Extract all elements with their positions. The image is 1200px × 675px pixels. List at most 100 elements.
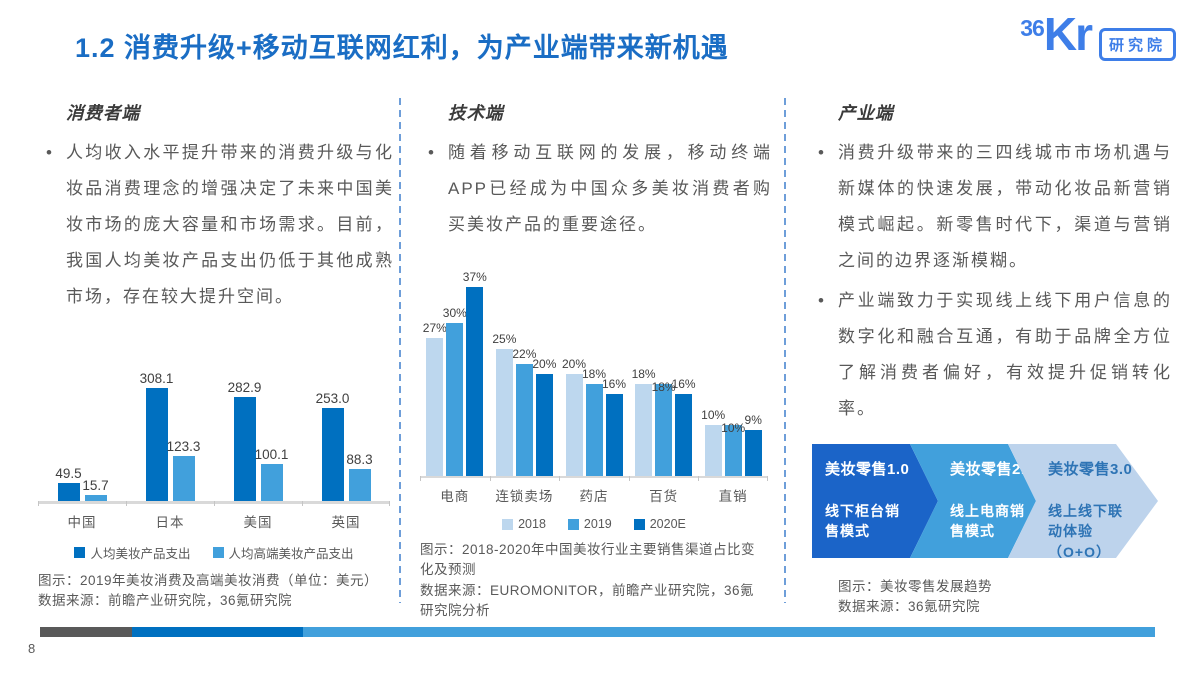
axis-tick <box>628 476 630 481</box>
tech-column: 技术端 随着移动互联网的发展，移动终端APP已经成为中国众多美妆消费者购买美妆产… <box>420 96 772 618</box>
x-axis-label: 药店 <box>579 489 609 504</box>
bar-2019 <box>724 425 742 476</box>
bar-2019 <box>585 384 603 476</box>
consumer-caption: 图示：2019年美妆消费及高端美妆消费（单位：美元） 数据来源：前瞻产业研究院，… <box>38 571 390 612</box>
progress-segment <box>303 627 1155 637</box>
consumer-heading: 消费者端 <box>66 103 140 123</box>
tech-chart-legend: 2018 2019 2020E <box>420 517 768 531</box>
bar-人均美妆产品支出 <box>321 408 344 501</box>
bar-value-label: 10% <box>701 408 726 422</box>
chevron-title: 美妆零售1.0 <box>825 461 910 478</box>
tech-chart-plot: 27% 30% 37% 25% 22% 20% 20% 18% 16% 18% 18% 16% 10% 1… <box>420 250 768 481</box>
bar-人均美妆产品支出 <box>145 387 168 501</box>
axis-tick <box>126 501 127 506</box>
bar-2018 <box>704 425 722 476</box>
legend-swatch <box>567 518 579 530</box>
bar-value-label: 16% <box>671 377 696 392</box>
consumer-bullet-1: 人均收入水平提升带来的消费升级与化妆品消费理念的增强决定了未来中国美妆市场的庞大… <box>38 135 394 315</box>
bar-value-label: 308.1 <box>139 370 174 386</box>
legend-swatch <box>502 518 514 530</box>
legend-item: 2018 <box>502 517 546 531</box>
axis-tick <box>767 476 768 481</box>
axis-tick <box>698 476 700 481</box>
bar-value-label: 20% <box>532 357 557 371</box>
legend-swatch <box>212 547 224 558</box>
logo-kr-text: Kr <box>1043 8 1093 60</box>
bar-value-label: 18% <box>631 367 656 382</box>
consumer-chart: 49.5 15.7 308.1 123.3 282.9 100.1 253.0 88.3 中国… <box>38 354 390 612</box>
bar-2020E <box>675 394 693 476</box>
bar-人均美妆产品支出 <box>233 397 256 501</box>
tech-heading: 技术端 <box>448 103 504 123</box>
column-divider-1 <box>399 98 401 603</box>
caption-line: 数据来源：前瞻产业研究院，36氪研究院 <box>38 593 293 609</box>
consumer-chart-xlabels: 中国 日本 美国 英国 <box>38 504 390 531</box>
bar-2019 <box>446 323 464 476</box>
bar-value-label: 37% <box>462 270 487 285</box>
axis-tick <box>559 476 561 481</box>
bar-2020E <box>535 374 553 476</box>
page-number: 8 <box>28 641 36 656</box>
axis-tick <box>38 501 39 506</box>
x-axis-label: 直销 <box>718 489 748 504</box>
logo-36kr: 36 Kr 研究院 <box>1020 8 1176 61</box>
bar-2019 <box>655 384 673 476</box>
tech-bullet-1: 随着移动互联网的发展，移动终端APP已经成为中国众多美妆消费者购买美妆产品的重要… <box>420 135 772 243</box>
industry-bullet-1: 消费升级带来的三四线城市市场机遇与新媒体的快速发展，带动化妆品新营销模式崛起。新… <box>810 135 1172 279</box>
legend-label: 人均高端美妆产品支出 <box>228 547 354 561</box>
legend-item: 2020E <box>633 517 686 531</box>
bar-人均高端美妆产品支出 <box>84 495 107 501</box>
progress-bar <box>40 627 1155 637</box>
axis-tick <box>420 476 421 481</box>
x-axis-label: 美国 <box>243 515 273 530</box>
retail-evolution-diagram: 美妆零售1.0 线下柜台销 售模式 美妆零售2.0 线上电商销 售模式 美妆零售… <box>812 444 1162 558</box>
x-axis-label: 英国 <box>331 515 361 530</box>
progress-segment <box>132 627 303 637</box>
tech-bullets: 随着移动互联网的发展，移动终端APP已经成为中国众多美妆消费者购买美妆产品的重要… <box>420 135 772 243</box>
legend-item: 人均美妆产品支出 <box>74 543 191 562</box>
bar-2019 <box>515 363 533 476</box>
bar-2018 <box>495 348 513 476</box>
axis-tick <box>214 501 215 506</box>
caption-line: 图示：美妆零售发展趋势 <box>838 579 992 594</box>
bar-value-label: 18% <box>581 367 607 382</box>
progress-segment <box>40 627 132 637</box>
bar-value-label: 49.5 <box>55 465 82 481</box>
bar-人均高端美妆产品支出 <box>172 455 195 501</box>
consumer-chart-plot: 49.5 15.7 308.1 123.3 282.9 100.1 253.0 88.3 <box>38 354 390 506</box>
bar-2020E <box>466 287 484 476</box>
bar-value-label: 100.1 <box>254 447 289 463</box>
legend-swatch <box>633 518 645 530</box>
chevron-title: 美妆零售3.0 <box>1048 461 1133 478</box>
bar-value-label: 27% <box>422 321 447 336</box>
legend-label: 2020E <box>649 517 686 531</box>
bar-2018 <box>565 374 583 476</box>
tech-chart: 27% 30% 37% 25% 22% 20% 20% 18% 16% 18% 18% 16% 10% 1… <box>420 250 768 621</box>
bar-value-label: 25% <box>492 331 517 346</box>
tech-caption: 图示：2018-2020年中国美妆行业主要销售渠道占比变化及预测 数据来源：EU… <box>420 540 768 621</box>
column-divider-2 <box>784 98 786 603</box>
industry-bullets: 消费升级带来的三四线城市市场机遇与新媒体的快速发展，带动化妆品新营销模式崛起。新… <box>810 135 1172 427</box>
bar-value-label: 30% <box>442 306 467 320</box>
bar-value-label: 10% <box>721 421 746 435</box>
consumer-chart-legend: 人均美妆产品支出 人均高端美妆产品支出 <box>38 543 390 562</box>
bar-2020E <box>744 430 762 476</box>
legend-swatch <box>74 547 86 558</box>
bar-value-label: 20% <box>561 357 587 371</box>
legend-item: 人均高端美妆产品支出 <box>212 543 354 562</box>
bar-2018 <box>426 338 444 476</box>
consumer-column: 消费者端 人均收入水平提升带来的消费升级与化妆品消费理念的增强决定了未来中国美妆… <box>38 96 394 608</box>
caption-line: 图示：2019年美妆消费及高端美妆消费（单位：美元） <box>38 573 379 588</box>
x-axis-label: 电商 <box>440 489 470 504</box>
industry-bullet-2: 产业端致力于实现线上线下用户信息的数字化和融合互通，有助于品牌全方位了解消费者偏… <box>810 283 1172 427</box>
legend-label: 2019 <box>583 517 612 531</box>
chevron-retail-1: 美妆零售1.0 线下柜台销 售模式 <box>812 444 938 558</box>
industry-column: 产业端 消费升级带来的三四线城市市场机遇与新媒体的快速发展，带动化妆品新营销模式… <box>810 96 1172 614</box>
bar-value-label: 253.0 <box>315 390 350 406</box>
bar-value-label: 282.9 <box>227 379 262 395</box>
page-title: 1.2 消费升级+移动互联网红利，为产业端带来新机遇 <box>75 33 729 63</box>
chevron-desc: 线下柜台销 售模式 <box>825 503 900 540</box>
bar-value-label: 123.3 <box>166 438 201 454</box>
x-axis-label: 日本 <box>155 515 185 530</box>
